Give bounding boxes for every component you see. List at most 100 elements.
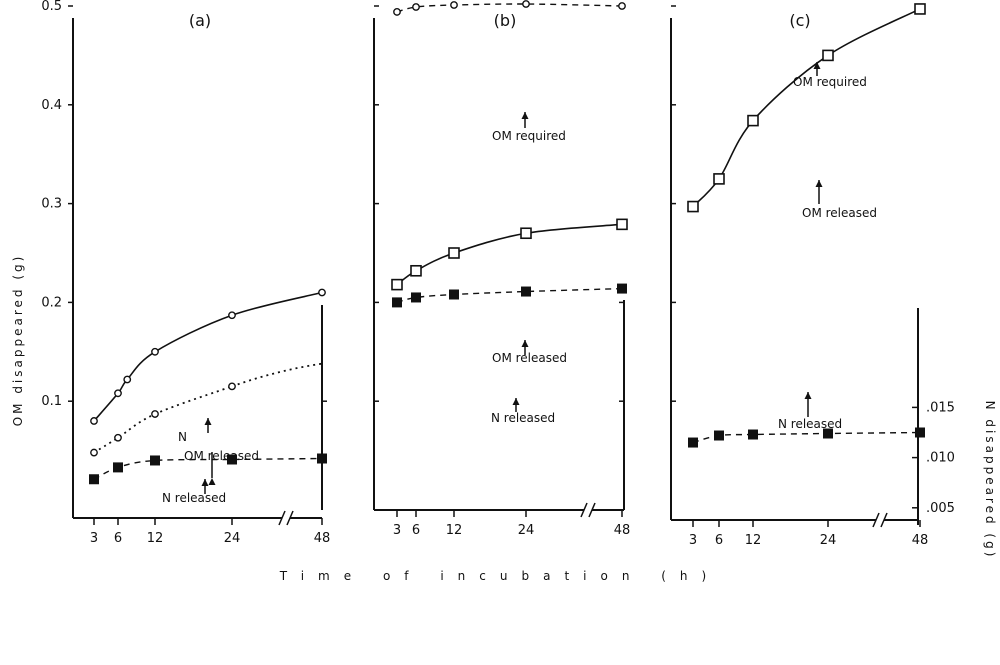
x-tick-label: 24 [518,523,535,538]
axis-break-mark [580,502,588,518]
x-tick-label: 24 [224,531,241,546]
x-tick-label: 12 [745,533,762,548]
panel-a-om-released-point [114,389,122,398]
panel-title-c: (c) [789,11,810,30]
y-left-tick-label: 0.5 [41,0,62,14]
panel-c-n-released-point [714,430,724,441]
y-left-tick-label: 0.4 [41,98,62,113]
panel-c-n-released-point [748,429,758,440]
panel-a-n-released-point [150,455,160,466]
panel-b-om-released-point [520,227,532,240]
x-tick-label: 48 [314,531,331,546]
panel-a-n-point [228,382,236,391]
panel-a-n-point [151,410,159,418]
x-tick-label: 12 [446,523,463,538]
panel-a-om-released-point [228,311,236,320]
panel-b-om-required-point [522,0,530,8]
axis-break-mark [880,512,888,528]
x-tick-label: 3 [90,531,98,546]
panel-b-label-om-released-arrowhead [521,340,529,347]
axis-break-mark [286,510,294,526]
panel-b-label-om-released: OM released [492,351,567,365]
y-left-tick-label: 0.1 [41,394,62,409]
panel-b-om-required-point [412,3,420,11]
panel-b-label-n-released-arrowhead [512,398,520,405]
panel-a-om-released-point [151,347,159,356]
panel-c-om-released-point [687,200,699,213]
label-layer: (a) (b) (c) OM released N N released OM requir… [162,11,877,505]
panel-a-n-released-point [113,462,123,473]
axis-break-mark [278,510,286,526]
panel-c-n-released-line [692,431,921,444]
axis-break-mark [872,512,880,528]
panel-a-label-n-arrowhead [204,418,212,425]
y-right-tick-label: .010 [926,451,955,466]
panel-b-label-om-required: OM required [492,129,566,143]
panel-a-label-n-released: N released [162,491,226,505]
axis-break-mark [588,502,596,518]
axes-layer: 0.10.20.30.40.50.6.005.010.0153612244836… [11,0,997,583]
panel-c-label-om-required: OM required [793,75,867,89]
panel-a-label-om-released-arrowhead [208,478,216,485]
panel-c-n-released-point [823,428,833,439]
y-left-tick-label: 0.2 [41,295,62,310]
panel-a-n-released-point [89,474,99,485]
panel-c-label-om-required-arrowhead [813,62,821,69]
panel-a-label-om-released: OM released [184,449,259,463]
panel-b-n-released-point [617,283,627,294]
panel-c-n-released-point [915,427,925,438]
panel-a-n-line-extension [231,362,323,388]
panel-a-n-line [93,385,233,454]
panel-b-label-om-required-arrowhead [521,112,529,119]
panel-b-om-required-point [450,1,458,9]
panel-a-n-point [114,433,122,442]
y-right-axis-title: N disappeared (g) [983,401,997,560]
x-tick-label: 6 [715,533,723,548]
panel-a-n-point [90,448,98,457]
y-right-tick-label: .015 [926,400,955,415]
panel-a-label-n-released-arrowhead [201,479,209,486]
panel-a-om-released-point [123,375,132,384]
panel-a-om-released-line [93,291,323,422]
panel-c-label-om-released: OM released [802,206,877,220]
x-tick-label: 6 [114,531,122,546]
x-tick-label: 12 [147,531,164,546]
panel-b-om-released-point [448,247,460,259]
panel-c-om-released-point [914,3,926,15]
panel-c-label-om-released-arrowhead [815,180,823,187]
x-tick-label: 24 [820,533,837,548]
panel-a-om-released-point [90,417,98,425]
panel-c-om-released-point [713,173,725,185]
panel-b-n-released-point [392,297,402,308]
panel-a-n-released-point [317,453,327,464]
panel-b-n-released-point [449,289,459,300]
x-tick-label: 3 [689,533,697,548]
y-left-axis-title: OM disappeared (g) [11,254,25,427]
series-layer [89,0,926,485]
panel-b-label-n-released: N released [491,411,555,425]
panel-b-om-required-line [396,3,623,13]
panel-b-om-required-point [618,2,626,10]
panel-c-om-released-point [747,114,759,127]
x-tick-label: 48 [614,523,631,538]
panel-c-om-released-point [822,49,834,62]
panel-a-label-n: N [178,430,187,444]
x-axis-title: Time of incubation (h) [279,569,720,583]
panel-a-om-released-point [318,288,326,297]
x-tick-label: 6 [412,523,420,538]
panel-title-b: (b) [494,11,517,30]
panel-b-n-released-line [396,287,623,304]
y-left-tick-label: 0.3 [41,197,62,212]
panel-a-n-released-point [227,454,237,465]
panel-b-om-released-point [616,218,628,231]
x-tick-label: 3 [393,523,401,538]
panel-title-a: (a) [189,11,211,30]
y-right-tick-label: .005 [926,501,955,516]
panel-b-om-required-point [393,8,401,16]
x-tick-label: 48 [912,533,929,548]
panel-b-om-released-point [410,264,422,277]
panel-c-om-released-line [692,8,921,208]
panel-c-label-n-released: N released [778,417,842,431]
panel-c-n-released-point [688,437,698,448]
